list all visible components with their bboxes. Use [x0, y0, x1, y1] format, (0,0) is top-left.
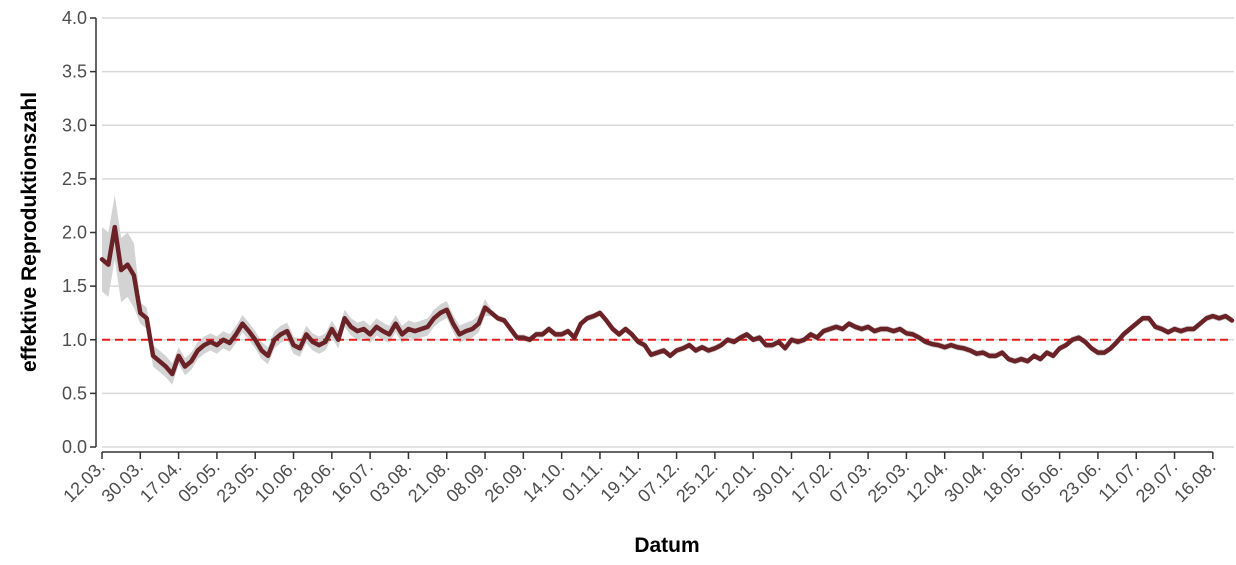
- x-tick-label: 23.06.: [1055, 457, 1105, 507]
- x-tick-label: 03.08.: [366, 457, 416, 507]
- x-tick-label: 17.02.: [787, 457, 837, 507]
- x-tick-label: 19.11.: [597, 457, 646, 506]
- y-tick-label: 1.5: [62, 276, 87, 296]
- x-tick-label: 18.05.: [979, 457, 1029, 507]
- x-tick-label: 05.05.: [174, 457, 224, 507]
- x-tick-label: 08.09.: [442, 457, 492, 507]
- x-tick-label: 29.07.: [1132, 457, 1182, 507]
- x-tick-label: 17.04.: [136, 457, 186, 507]
- x-tick-label: 12.01.: [710, 457, 760, 507]
- y-tick-label: 1.0: [62, 330, 87, 350]
- data-line: [99, 224, 1235, 377]
- y-tick-label: 0.5: [62, 383, 87, 403]
- x-tick-label: 28.06.: [289, 457, 339, 507]
- x-tick-label: 12.04.: [902, 457, 952, 507]
- x-tick-label: 14.10.: [519, 457, 569, 507]
- x-tick-label: 07.12.: [634, 457, 684, 507]
- x-tick-label: 25.03.: [864, 457, 914, 507]
- x-tick-label: 30.04.: [940, 457, 990, 507]
- x-tick-label: 01.11.: [558, 457, 607, 506]
- y-tick-label: 3.5: [62, 62, 87, 82]
- x-tick-label: 05.06.: [1017, 457, 1067, 507]
- x-tick-label: 10.06.: [251, 457, 301, 507]
- y-tick-label: 3.0: [62, 115, 87, 135]
- x-tick-label: 07.03.: [825, 457, 875, 507]
- x-tick-label: 11.07.: [1094, 457, 1143, 506]
- y-tick-label: 2.0: [62, 223, 87, 243]
- x-axis-title: Datum: [634, 534, 699, 557]
- x-tick-label: 26.09.: [481, 457, 531, 507]
- x-tick-label: 30.01.: [749, 457, 799, 507]
- x-tick-label: 21.08.: [404, 457, 454, 507]
- x-tick-label: 16.08.: [1170, 457, 1220, 507]
- y-tick-label: 0.0: [62, 437, 87, 457]
- y-tick-label: 4.0: [62, 8, 87, 28]
- y-tick-label: 2.5: [62, 169, 87, 189]
- x-tick-label: 16.07.: [327, 457, 377, 507]
- x-tick-label: 12.03.: [59, 457, 109, 507]
- x-tick-label: 30.03.: [98, 457, 148, 507]
- x-tick-label: 25.12.: [672, 457, 722, 507]
- x-tick-label: 23.05.: [213, 457, 263, 507]
- confidence-band: [102, 194, 1232, 385]
- y-axis-title: effektive Reproduktionszahl: [18, 92, 41, 372]
